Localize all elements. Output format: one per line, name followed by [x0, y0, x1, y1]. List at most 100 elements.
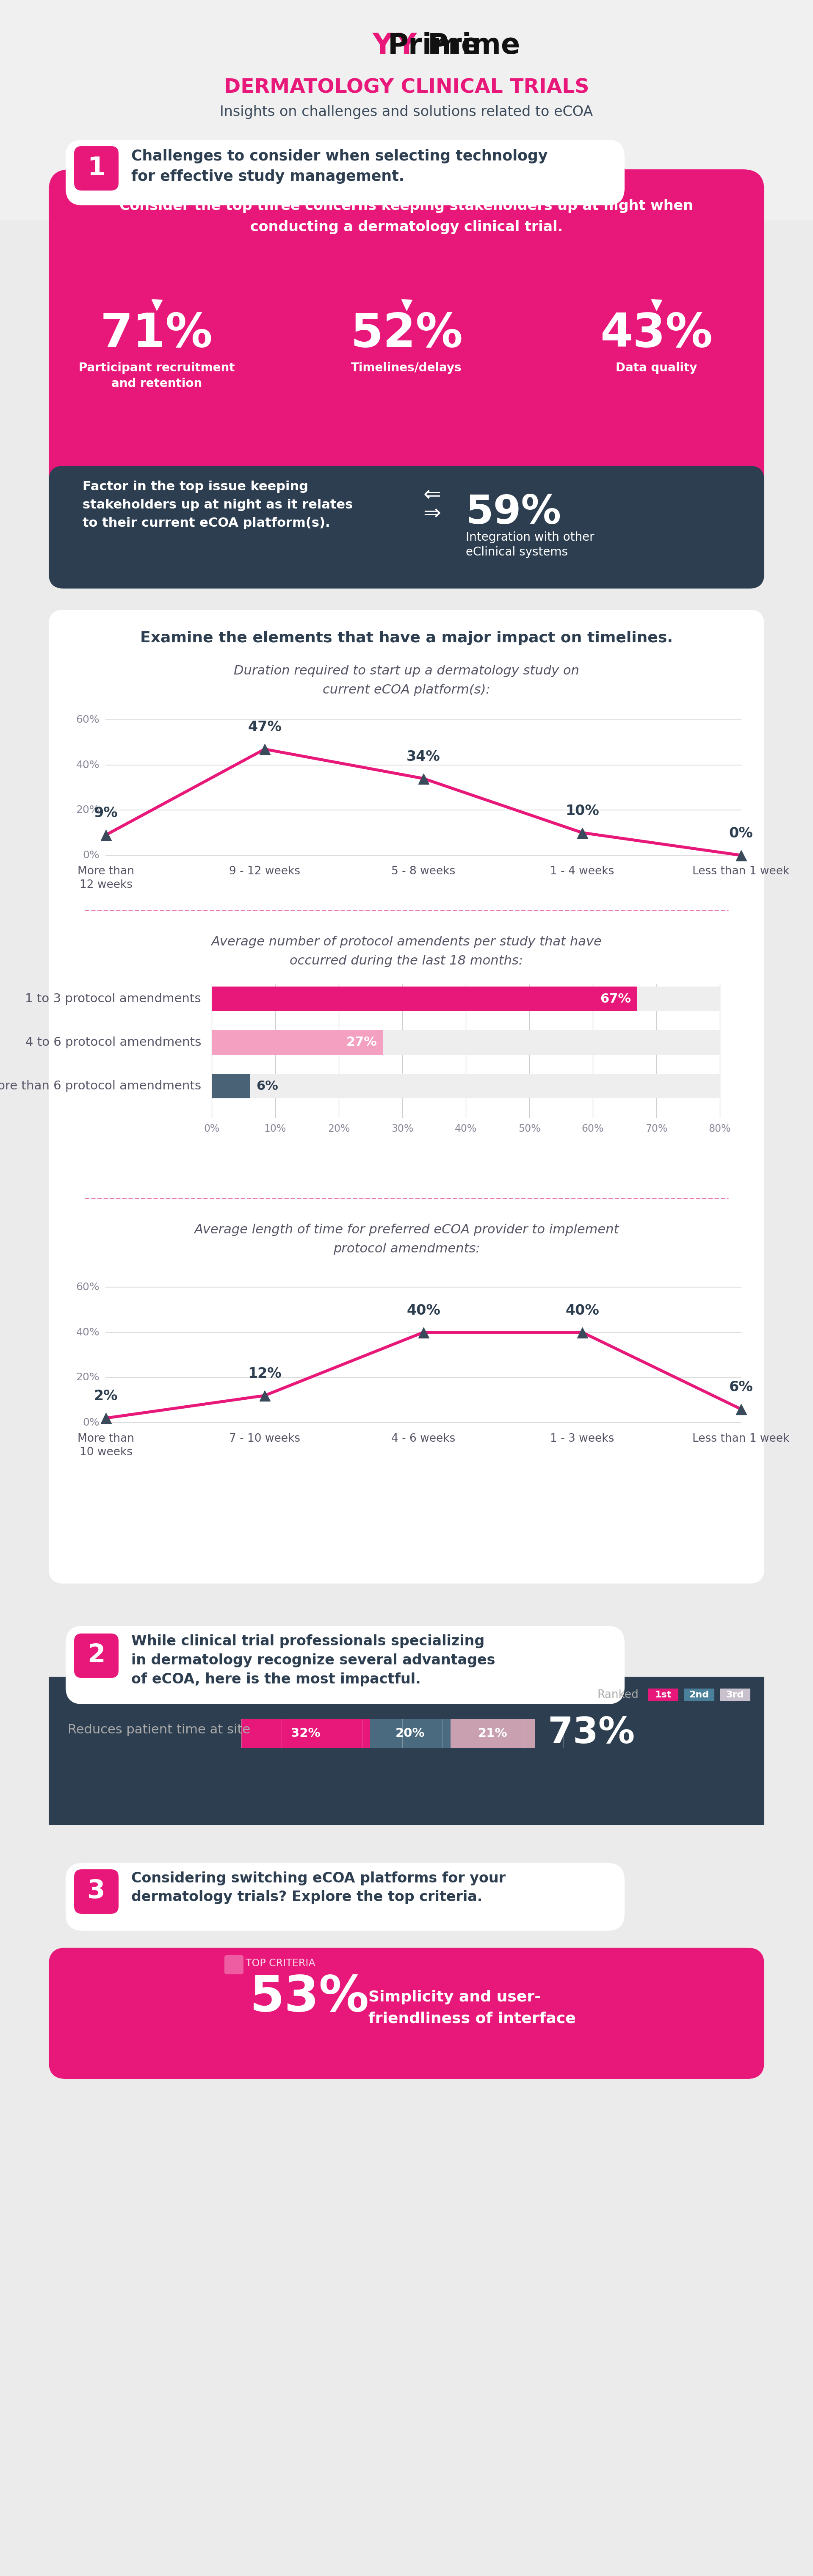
Text: 10%: 10%	[565, 804, 599, 817]
Text: 40%: 40%	[76, 1327, 99, 1337]
Text: Insights on challenges and solutions related to eCOA: Insights on challenges and solutions rel…	[220, 106, 593, 118]
Text: 9 - 12 weeks: 9 - 12 weeks	[229, 866, 300, 876]
Text: 53%: 53%	[250, 1973, 369, 2022]
Text: 1 to 3 protocol amendments: 1 to 3 protocol amendments	[25, 992, 201, 1005]
Bar	[648, 1687, 678, 1700]
Bar	[211, 1074, 720, 1097]
Text: in dermatology recognize several advantages: in dermatology recognize several advanta…	[131, 1654, 495, 1667]
Text: Participant recruitment
and retention: Participant recruitment and retention	[79, 363, 235, 389]
Text: 10%: 10%	[264, 1123, 286, 1133]
FancyBboxPatch shape	[49, 170, 764, 518]
Text: 30%: 30%	[391, 1123, 413, 1133]
Text: Y: Y	[396, 31, 417, 59]
Text: 3: 3	[87, 1878, 105, 1904]
Text: 7 - 10 weeks: 7 - 10 weeks	[229, 1432, 300, 1445]
Text: dermatology trials? Explore the top criteria.: dermatology trials? Explore the top crit…	[131, 1891, 482, 1904]
Text: Prime: Prime	[428, 31, 520, 59]
Text: 1 - 4 weeks: 1 - 4 weeks	[550, 866, 615, 876]
Text: Timelines/delays: Timelines/delays	[351, 363, 462, 374]
Text: TOP CRITERIA: TOP CRITERIA	[246, 1958, 315, 1968]
Text: 40%: 40%	[76, 760, 99, 770]
Text: 47%: 47%	[248, 721, 281, 734]
Text: 20%: 20%	[328, 1123, 350, 1133]
Text: 1st: 1st	[654, 1690, 672, 1700]
Bar	[684, 1687, 715, 1700]
FancyBboxPatch shape	[74, 1870, 119, 1914]
Text: 73%: 73%	[548, 1716, 635, 1752]
Text: Y: Y	[372, 31, 393, 59]
Bar	[211, 1074, 250, 1097]
Text: 50%: 50%	[518, 1123, 541, 1133]
Bar	[49, 1677, 764, 1824]
Text: 6%: 6%	[729, 1381, 753, 1394]
Text: 0%: 0%	[204, 1123, 220, 1133]
Text: Simplicity and user-: Simplicity and user-	[368, 1991, 541, 2004]
Text: ⇐
⇒: ⇐ ⇒	[423, 484, 441, 523]
Text: eClinical systems: eClinical systems	[466, 546, 567, 559]
Text: 2: 2	[87, 1643, 105, 1669]
Bar	[0, 0, 813, 219]
Text: DERMATOLOGY CLINICAL TRIALS: DERMATOLOGY CLINICAL TRIALS	[224, 77, 589, 98]
Text: 4 - 6 weeks: 4 - 6 weeks	[391, 1432, 455, 1445]
Text: 12%: 12%	[248, 1368, 281, 1381]
Text: 27%: 27%	[346, 1036, 377, 1048]
Text: More than 6 protocol amendments: More than 6 protocol amendments	[0, 1079, 201, 1092]
Text: 0%: 0%	[729, 827, 753, 840]
Text: 1 - 3 weeks: 1 - 3 weeks	[550, 1432, 615, 1445]
Bar	[211, 987, 637, 1012]
Text: Examine the elements that have a major impact on timelines.: Examine the elements that have a major i…	[140, 631, 673, 644]
Text: While clinical trial professionals specializing: While clinical trial professionals speci…	[131, 1633, 485, 1649]
Text: stakeholders up at night as it relates: stakeholders up at night as it relates	[83, 500, 353, 510]
Text: 2%: 2%	[93, 1388, 118, 1404]
Text: 52%: 52%	[350, 312, 463, 355]
FancyBboxPatch shape	[66, 139, 624, 206]
Text: 3rd: 3rd	[726, 1690, 744, 1700]
Text: Integration with other: Integration with other	[466, 531, 594, 544]
Text: for effective study management.: for effective study management.	[131, 170, 404, 183]
Text: 60%: 60%	[76, 1283, 99, 1293]
Text: 40%: 40%	[454, 1123, 477, 1133]
Bar	[720, 1687, 750, 1700]
Text: 67%: 67%	[600, 992, 631, 1005]
Text: 60%: 60%	[582, 1123, 604, 1133]
Text: 9%: 9%	[93, 806, 118, 819]
Text: 40%: 40%	[565, 1303, 599, 1316]
Bar	[211, 1030, 383, 1054]
Text: Consider the top three concerns keeping stakeholders up at night when: Consider the top three concerns keeping …	[120, 198, 693, 214]
Text: of eCOA, here is the most impactful.: of eCOA, here is the most impactful.	[131, 1672, 421, 1687]
Text: 20%: 20%	[396, 1728, 425, 1739]
Text: 32%: 32%	[291, 1728, 320, 1739]
Text: Less than 1 week: Less than 1 week	[693, 866, 789, 876]
Text: 20%: 20%	[76, 806, 99, 814]
Text: 40%: 40%	[406, 1303, 441, 1316]
Text: Average length of time for preferred eCOA provider to implement: Average length of time for preferred eCO…	[194, 1224, 619, 1236]
Text: Duration required to start up a dermatology study on: Duration required to start up a dermatol…	[234, 665, 579, 677]
Text: Ranked: Ranked	[597, 1690, 638, 1700]
Bar	[211, 1030, 720, 1054]
Text: 0%: 0%	[83, 1417, 99, 1427]
Text: Data quality: Data quality	[615, 363, 697, 374]
Text: More than
10 weeks: More than 10 weeks	[77, 1432, 134, 1458]
Text: protocol amendments:: protocol amendments:	[333, 1242, 480, 1255]
Bar	[241, 1718, 370, 1749]
FancyBboxPatch shape	[49, 466, 764, 587]
Text: Reduces patient time at site: Reduces patient time at site	[67, 1723, 250, 1736]
Bar	[0, 2092, 813, 2576]
Text: current eCOA platform(s):: current eCOA platform(s):	[323, 683, 490, 696]
FancyBboxPatch shape	[66, 1862, 624, 1932]
Bar	[370, 1718, 450, 1749]
Text: 80%: 80%	[709, 1123, 731, 1133]
Text: 20%: 20%	[76, 1373, 99, 1383]
Text: Less than 1 week: Less than 1 week	[693, 1432, 789, 1445]
FancyBboxPatch shape	[49, 611, 764, 1584]
Text: 43%: 43%	[600, 312, 713, 355]
Bar	[450, 1718, 535, 1749]
FancyBboxPatch shape	[66, 1625, 624, 1705]
Text: 2nd: 2nd	[689, 1690, 709, 1700]
Text: to their current eCOA platform(s).: to their current eCOA platform(s).	[83, 518, 330, 528]
FancyBboxPatch shape	[74, 1633, 119, 1677]
Text: 1: 1	[87, 155, 105, 180]
Text: 6%: 6%	[256, 1079, 278, 1092]
Text: Considering switching eCOA platforms for your: Considering switching eCOA platforms for…	[131, 1870, 506, 1886]
Bar	[211, 987, 720, 1012]
